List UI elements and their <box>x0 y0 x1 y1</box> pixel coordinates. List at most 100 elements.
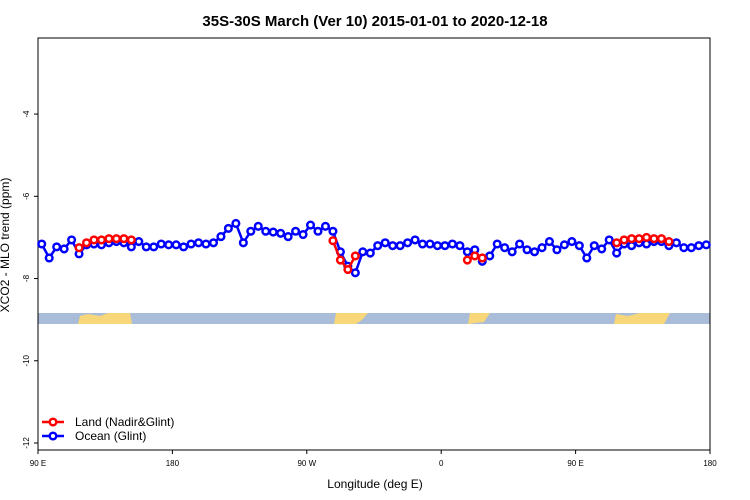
chart-title: 35S-30S March (Ver 10) 2015-01-01 to 202… <box>202 13 547 30</box>
data-point <box>365 248 375 258</box>
y-tick-label: -4 <box>22 110 31 118</box>
data-point <box>335 255 345 265</box>
data-point <box>470 251 480 261</box>
data-point <box>395 241 405 251</box>
data-point <box>216 232 226 242</box>
data-point <box>201 239 211 249</box>
data-point <box>223 223 233 233</box>
legend-marker <box>48 431 58 441</box>
data-point <box>350 268 360 278</box>
data-point <box>126 242 136 252</box>
x-tick-label: 90 E <box>567 459 583 468</box>
x-tick-label: 90 E <box>30 459 46 468</box>
data-point <box>208 238 219 248</box>
data-point <box>291 226 301 236</box>
legend-label: Land (Nadir&Glint) <box>75 415 174 429</box>
data-point <box>604 235 614 245</box>
data-point <box>305 220 316 230</box>
data-point <box>44 253 54 263</box>
x-tick-label: 180 <box>703 459 717 468</box>
data-point <box>485 251 495 261</box>
data-point <box>186 239 196 249</box>
data-point <box>37 239 47 249</box>
data-point <box>171 240 181 250</box>
data-point <box>664 236 674 247</box>
data-point <box>612 248 622 258</box>
data-point <box>589 241 599 251</box>
data-point <box>298 229 308 240</box>
data-point <box>694 241 704 251</box>
land-shape <box>78 313 132 324</box>
x-tick-label: 90 W <box>297 459 316 468</box>
data-point <box>179 242 189 252</box>
data-point <box>328 236 338 246</box>
x-tick-label: 0 <box>439 459 444 468</box>
data-point <box>701 240 711 250</box>
data-point <box>492 239 502 249</box>
data-point <box>410 235 420 245</box>
data-point <box>552 245 562 255</box>
y-axis-label: XCO2 - MLO trend (ppm) <box>0 178 12 313</box>
data-point <box>432 241 443 251</box>
land-shape <box>614 313 670 324</box>
data-point <box>350 251 360 261</box>
y-tick-label: -6 <box>22 192 31 200</box>
legend-marker <box>48 417 58 427</box>
data-point <box>634 234 644 244</box>
data-point <box>574 241 584 251</box>
land-mask <box>38 313 710 324</box>
data-point <box>417 239 428 249</box>
x-axis-label: Longitude (deg E) <box>327 477 422 491</box>
data-point <box>96 235 107 245</box>
data-point <box>193 238 204 248</box>
data-point <box>671 238 681 248</box>
data-point <box>537 243 547 253</box>
data-point <box>641 232 652 242</box>
data-point <box>283 232 293 242</box>
data-point <box>627 234 637 244</box>
data-point <box>313 226 323 236</box>
land-shape <box>334 313 368 324</box>
data-point <box>104 234 114 244</box>
data-point <box>522 245 532 255</box>
x-tick-label: 180 <box>166 459 180 468</box>
data-point <box>358 247 368 257</box>
data-point <box>440 241 450 251</box>
data-point <box>403 238 413 248</box>
y-tick-label: -10 <box>22 354 31 366</box>
data-point <box>126 235 136 245</box>
data-point <box>425 239 435 249</box>
ocean-band <box>38 313 710 324</box>
data-point <box>253 221 263 231</box>
data-point <box>477 253 487 263</box>
data-point <box>119 234 129 244</box>
data-point <box>529 247 540 257</box>
data-point <box>343 264 353 275</box>
y-tick-label: -12 <box>22 437 31 449</box>
data-point <box>507 247 517 257</box>
data-point <box>134 236 144 247</box>
data-point <box>649 234 659 244</box>
data-point <box>582 253 592 263</box>
data-point <box>597 244 607 254</box>
data-point <box>515 239 525 249</box>
data-point <box>164 240 174 250</box>
data-point <box>567 236 577 247</box>
data-point <box>74 243 84 253</box>
data-point <box>156 239 166 249</box>
legend-label: Ocean (Glint) <box>75 429 146 443</box>
data-point <box>462 247 472 257</box>
data-point <box>261 226 271 236</box>
data-point <box>373 241 383 251</box>
data-point <box>246 226 256 236</box>
data-point <box>500 243 510 253</box>
y-tick-label: -8 <box>22 274 31 282</box>
data-point <box>89 235 99 245</box>
data-point <box>111 234 121 244</box>
data-point <box>328 226 338 236</box>
data-point <box>656 234 667 244</box>
data-point <box>380 238 390 248</box>
data-point <box>619 235 629 245</box>
